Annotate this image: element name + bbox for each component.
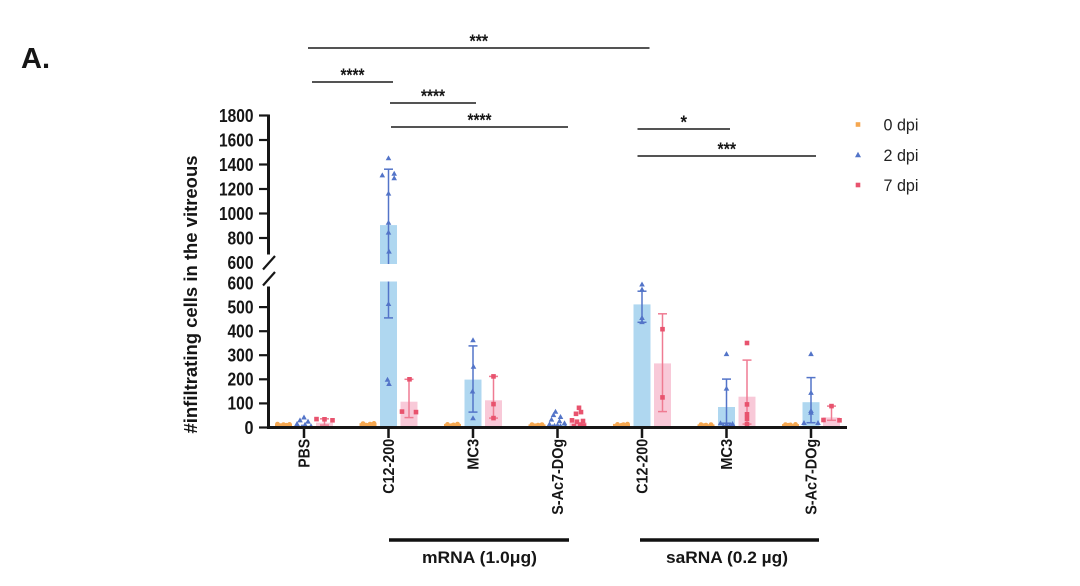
svg-text:S-Ac7-DOg: S-Ac7-DOg xyxy=(804,439,821,515)
svg-text:100: 100 xyxy=(228,394,254,414)
svg-text:200: 200 xyxy=(228,370,254,390)
svg-text:***: *** xyxy=(470,32,489,52)
svg-text:1400: 1400 xyxy=(219,155,254,175)
svg-text:***: *** xyxy=(718,140,737,160)
svg-text:0 dpi: 0 dpi xyxy=(884,116,919,135)
svg-text:1600: 1600 xyxy=(219,130,254,150)
svg-text:1800: 1800 xyxy=(219,106,254,126)
svg-text:600: 600 xyxy=(228,273,254,293)
svg-text:300: 300 xyxy=(228,346,254,366)
svg-text:0: 0 xyxy=(245,418,254,438)
svg-text:600: 600 xyxy=(228,253,254,273)
svg-text:****: **** xyxy=(341,66,365,86)
svg-text:MC3: MC3 xyxy=(466,438,483,469)
svg-text:C12-200: C12-200 xyxy=(381,439,398,494)
svg-text:800: 800 xyxy=(228,228,254,248)
svg-text:*: * xyxy=(681,113,688,133)
svg-text:500: 500 xyxy=(228,297,254,317)
svg-text:2 dpi: 2 dpi xyxy=(884,146,919,165)
svg-text:1200: 1200 xyxy=(219,179,254,199)
svg-text:1000: 1000 xyxy=(219,204,254,224)
svg-text:****: **** xyxy=(421,87,445,107)
svg-text:S-Ac7-DOg: S-Ac7-DOg xyxy=(550,439,567,515)
svg-text:saRNA (0.2 µg): saRNA (0.2 µg) xyxy=(666,548,788,567)
svg-text:#infiltrating cells in the vit: #infiltrating cells in the vitreous xyxy=(180,156,201,434)
svg-text:A.: A. xyxy=(21,43,50,75)
svg-text:MC3: MC3 xyxy=(719,438,736,469)
svg-text:mRNA (1.0μg): mRNA (1.0μg) xyxy=(422,548,537,567)
svg-text:****: **** xyxy=(468,111,492,131)
svg-text:7 dpi: 7 dpi xyxy=(884,176,919,195)
svg-text:PBS: PBS xyxy=(297,439,314,468)
svg-text:C12-200: C12-200 xyxy=(635,439,652,494)
svg-text:400: 400 xyxy=(228,322,254,342)
